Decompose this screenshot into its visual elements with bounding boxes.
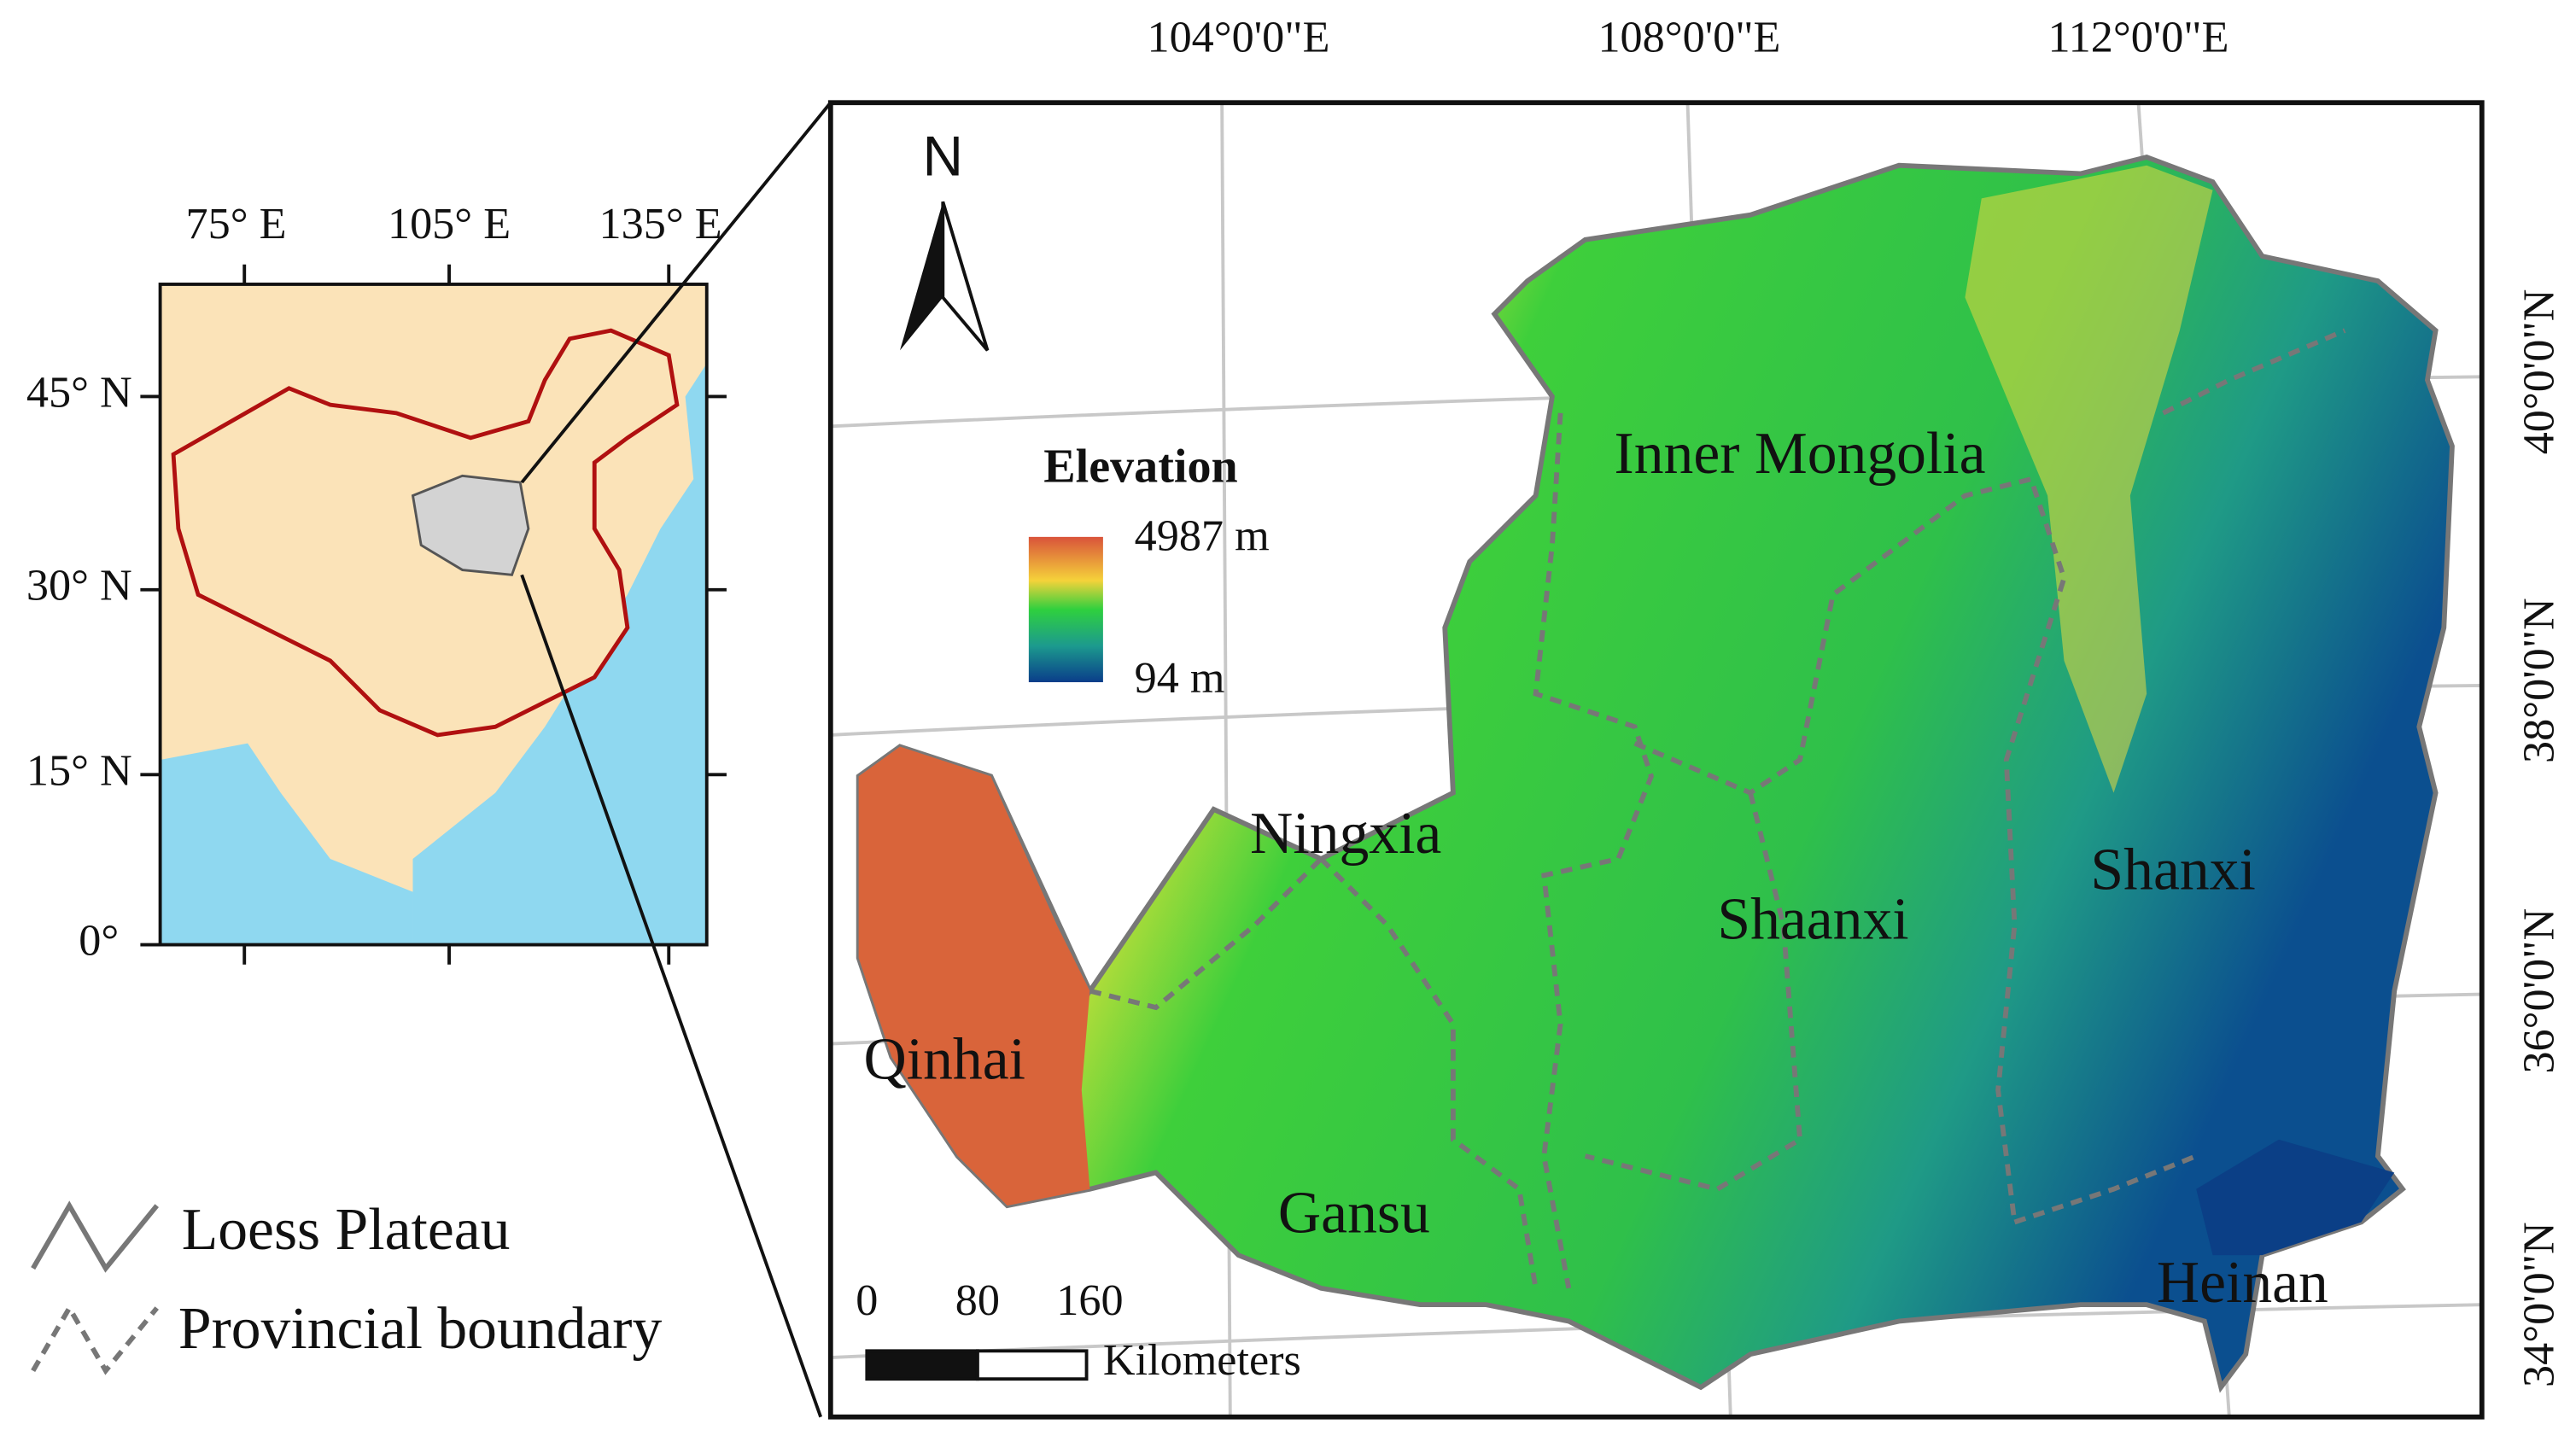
elevation-title: Elevation	[1043, 440, 1237, 493]
inset-y-label: 45° N	[26, 367, 132, 417]
inset-y-label: 15° N	[26, 745, 132, 795]
qinghai-high	[858, 746, 1090, 1206]
ocean	[412, 283, 707, 945]
legend-symbol	[31, 1200, 159, 1273]
scale-label: 160	[1056, 1276, 1123, 1325]
scale-label: 0	[856, 1276, 878, 1325]
region-label: Ningxia	[1250, 801, 1441, 867]
inset-y-label: 30° N	[26, 561, 132, 610]
region-label: Qinhai	[863, 1027, 1025, 1093]
ocean-west	[160, 743, 413, 945]
main-map: 104°0'0"E 108°0'0"E 112°0'0"E 40°0'0"N 3…	[827, 13, 2563, 1420]
main-y-label: 40°0'0"N	[2514, 289, 2563, 455]
region-label: Heinan	[2157, 1250, 2328, 1316]
lowland	[2196, 1139, 2395, 1256]
highland	[1965, 165, 2213, 793]
inset-x-label: 135° E	[599, 199, 722, 248]
main-x-label: 108°0'0"E	[1598, 13, 1780, 62]
inset-map: 75° E 105° E 135° E 45° N 30° N 15° N 0°	[26, 199, 727, 966]
scale-bar	[865, 1349, 979, 1381]
region-label: Gansu	[1278, 1181, 1430, 1246]
scale-bar	[975, 1349, 1089, 1381]
scale-label: 80	[955, 1276, 1000, 1325]
region-label: Shaanxi	[1717, 886, 1908, 952]
elevation-ramp	[1028, 536, 1103, 683]
inset-x-label: 105° E	[388, 199, 511, 248]
main-y-label: 36°0'0"N	[2514, 908, 2563, 1074]
inset-frame	[158, 283, 709, 947]
elevation-max: 4987 m	[1135, 511, 1270, 561]
main-y-label: 34°0'0"N	[2514, 1222, 2563, 1387]
legend-label: Provincial boundary	[178, 1296, 663, 1362]
connector-line	[520, 574, 823, 1418]
inset-y-label: 0°	[79, 916, 119, 966]
legend: Loess Plateau Provincial boundary	[31, 1197, 663, 1375]
connector-line	[520, 102, 832, 484]
scale-unit: Kilometers	[1103, 1335, 1301, 1385]
loess-plateau-inset	[411, 474, 530, 576]
legend-label: Loess Plateau	[182, 1197, 511, 1263]
region-label: Shanxi	[2090, 837, 2255, 902]
main-y-label: 38°0'0"N	[2514, 598, 2563, 763]
main-frame	[827, 100, 2485, 1420]
north-arrow	[900, 201, 943, 351]
main-x-label: 112°0'0"E	[2047, 13, 2228, 62]
main-x-label: 104°0'0"E	[1147, 13, 1329, 62]
elevation-min: 94 m	[1135, 653, 1225, 703]
north-arrow	[941, 201, 990, 352]
inset-x-label: 75° E	[186, 199, 287, 248]
provincial-boundaries	[1089, 328, 2346, 1289]
north-label: N	[923, 124, 963, 187]
region-label: Inner Mongolia	[1615, 421, 1986, 487]
legend-symbol	[31, 1303, 159, 1375]
inset-ticks	[140, 264, 727, 965]
